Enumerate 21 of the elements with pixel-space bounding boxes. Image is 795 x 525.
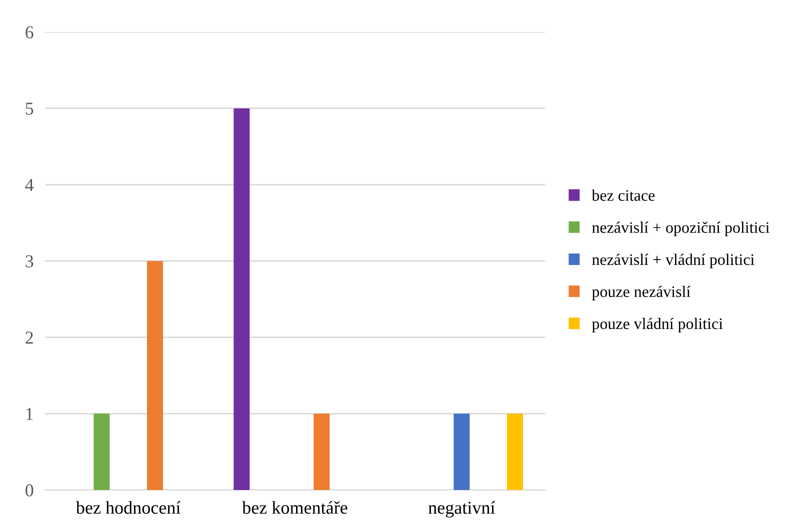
bar	[314, 414, 330, 490]
legend-label: pouze nezávislí	[592, 286, 690, 300]
bar	[234, 108, 250, 490]
legend-label: pouze vládní politici	[592, 318, 723, 332]
legend-label: bez citace	[592, 190, 655, 201]
legend-label: nezávislí + opoziční politici	[592, 222, 770, 236]
y-tick-label: 5	[26, 102, 34, 115]
bar	[507, 414, 523, 490]
bar	[147, 261, 163, 490]
y-tick-label: 4	[25, 179, 34, 191]
legend-label: nezávislí + vládní politici	[592, 254, 754, 268]
bar	[454, 414, 470, 490]
y-tick-label: 2	[26, 332, 33, 344]
x-tick-label: bez hodnocení	[76, 501, 181, 514]
x-tick-label: negativní	[428, 501, 496, 518]
y-tick-label: 3	[26, 255, 34, 268]
bar	[94, 414, 110, 490]
y-tick-label: 6	[26, 26, 34, 38]
y-tick-label: 1	[26, 408, 33, 420]
x-tick-label: bez komentáře	[242, 501, 348, 514]
y-tick-label: 0	[26, 484, 34, 496]
